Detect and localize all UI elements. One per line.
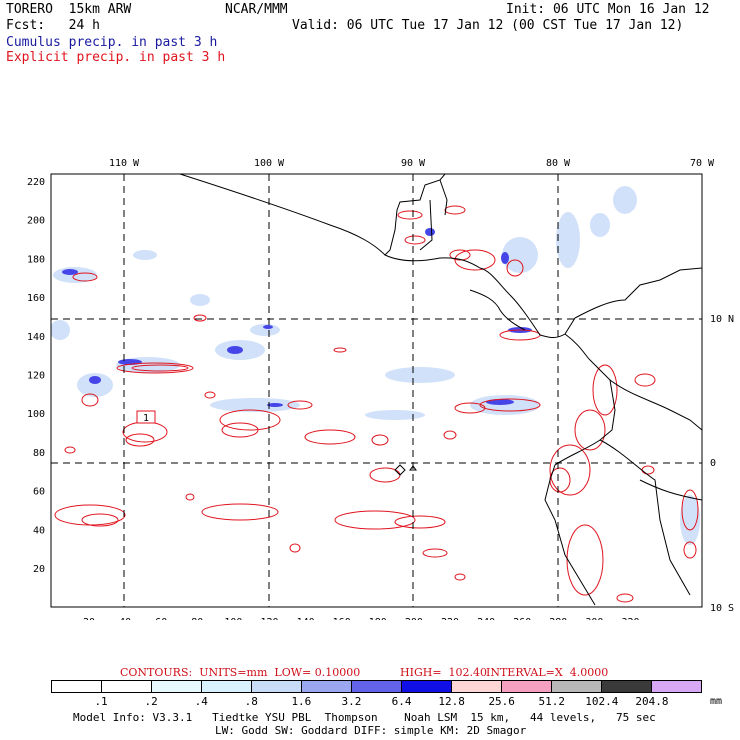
- model-physics: LW: Godd SW: Goddard DIFF: simple KM: 2D…: [215, 724, 527, 737]
- scale-label: 204.8: [635, 695, 669, 708]
- y-tick-label: 120: [27, 371, 45, 382]
- scale-label: 1.6: [291, 695, 312, 708]
- x-tick-label: 220: [441, 617, 459, 620]
- scale-swatch: [352, 681, 402, 692]
- x-tick-label: 160: [333, 617, 351, 620]
- y-tick-label: 100: [27, 409, 45, 420]
- org-name: NCAR/MMM: [225, 2, 288, 17]
- x-tick-label: 260: [513, 617, 531, 620]
- scale-swatch: [652, 681, 701, 692]
- contour-label-box: [136, 410, 156, 424]
- scale-label: 51.2: [538, 695, 566, 708]
- cumulus-legend: Cumulus precip. in past 3 h: [6, 35, 218, 50]
- y-tick-label: 20: [33, 564, 45, 575]
- scale-label: .4: [194, 695, 208, 708]
- scale-swatch: [102, 681, 152, 692]
- scale-label: 3.2: [341, 695, 362, 708]
- scale-swatch: [252, 681, 302, 692]
- valid-time: Valid: 06 UTC Tue 17 Jan 12 (00 CST Tue …: [292, 18, 684, 33]
- latitude-label: 10 S: [710, 603, 734, 614]
- y-grid-ticks: 220 200 180 160 140 120 100 80 60 40 20: [27, 177, 45, 575]
- scale-swatch: [202, 681, 252, 692]
- scale-swatch: [602, 681, 652, 692]
- forecast-hour: Fcst: 24 h: [6, 18, 100, 33]
- longitude-labels: 110 W 100 W 90 W 80 W 70 W: [109, 158, 715, 169]
- scale-swatch: [302, 681, 352, 692]
- scale-label: 102.4: [585, 695, 619, 708]
- init-time: Init: 06 UTC Mon 16 Jan 12: [506, 2, 710, 17]
- explicit-precip: [54, 205, 699, 603]
- coastlines: [179, 174, 702, 606]
- scale-label: .8: [244, 695, 258, 708]
- y-tick-label: 60: [33, 487, 45, 498]
- contours-caption: CONTOURS: UNITS=mm LOW= 0.10000: [120, 666, 361, 679]
- scale-swatch: [502, 681, 552, 692]
- scale-label: 12.8: [438, 695, 465, 708]
- lat-lon-grid: [51, 174, 702, 607]
- x-tick-label: 180: [369, 617, 387, 620]
- y-tick-label: 160: [27, 293, 45, 304]
- x-grid-ticks: 20 40 60 80 100 120 140 160 180 200 220 240 260 280 30…: [83, 617, 640, 620]
- model-name: TORERO 15km ARW: [6, 2, 132, 17]
- longitude-label: 70 W: [690, 158, 715, 169]
- longitude-label: 80 W: [546, 158, 571, 169]
- x-tick-label: 60: [155, 617, 167, 620]
- scale-swatch: [52, 681, 102, 692]
- y-tick-label: 180: [27, 254, 45, 265]
- color-scale: [51, 680, 702, 693]
- scale-swatch: [152, 681, 202, 692]
- x-tick-label: 280: [549, 617, 567, 620]
- contours-high: HIGH= 102.40: [400, 666, 488, 679]
- x-tick-label: 200: [405, 617, 423, 620]
- contours-interval: INTERVAL=X 4.0000: [486, 666, 609, 679]
- scale-label: .2: [144, 695, 158, 708]
- contour-label: 1: [143, 413, 149, 424]
- x-tick-label: 40: [119, 617, 131, 620]
- x-tick-label: 100: [224, 617, 242, 620]
- y-tick-label: 220: [27, 177, 45, 188]
- x-tick-label: 120: [260, 617, 278, 620]
- y-tick-label: 40: [33, 525, 45, 536]
- scale-label: .1: [94, 695, 108, 708]
- y-tick-label: 140: [27, 332, 45, 343]
- scale-swatch: [452, 681, 502, 692]
- plot-area: [51, 174, 702, 607]
- model-info: Model Info: V3.3.1 Tiedtke YSU PBL Thomp…: [73, 711, 656, 724]
- explicit-legend: Explicit precip. in past 3 h: [6, 50, 226, 65]
- scale-label: 6.4: [391, 695, 412, 708]
- plot-frame: [50, 173, 703, 608]
- x-tick-label: 320: [621, 617, 639, 620]
- scale-label: 25.6: [488, 695, 515, 708]
- x-tick-label: 300: [585, 617, 603, 620]
- scale-swatch: [402, 681, 452, 692]
- longitude-label: 90 W: [401, 158, 426, 169]
- longitude-label: 110 W: [109, 158, 140, 169]
- latitude-label: 10 N: [710, 314, 734, 325]
- y-tick-label: 80: [33, 448, 45, 459]
- scale-unit: mm: [710, 696, 723, 707]
- longitude-label: 100 W: [254, 158, 285, 169]
- x-tick-label: 20: [83, 617, 95, 620]
- x-tick-label: 140: [297, 617, 315, 620]
- x-tick-label: 240: [477, 617, 495, 620]
- y-tick-label: 200: [27, 216, 45, 227]
- latitude-label: 0: [710, 458, 716, 469]
- latitude-labels: 10 N 0 10 S: [710, 314, 734, 614]
- x-tick-label: 80: [191, 617, 203, 620]
- scale-swatch: [552, 681, 602, 692]
